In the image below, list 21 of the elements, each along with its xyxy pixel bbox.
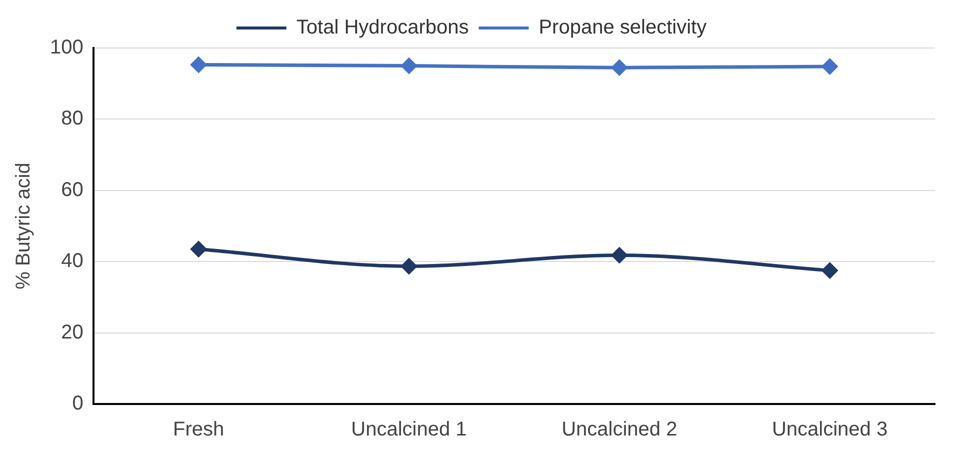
point [401,258,417,274]
point [190,56,206,72]
y-tick-label: 0 [72,392,84,415]
y-tick-label: 20 [61,321,84,344]
y-tick-label: 60 [61,178,84,201]
point [612,60,628,76]
y-axis-title: % Butyric acid [12,162,35,290]
point [401,58,417,74]
y-tick-label: 40 [61,250,84,272]
legend-label: Total Hydrocarbons [296,16,469,39]
x-tick-label: Uncalcined 1 [351,418,467,441]
x-tick-label: Fresh [173,418,224,441]
point [822,262,838,278]
y-tick-label: 100 [50,36,84,59]
point [190,241,206,257]
x-tick-label: Uncalcined 3 [772,418,888,441]
legend-label: Propane selectivity [538,16,707,39]
y-tick-label: 80 [61,108,84,130]
point [612,247,628,263]
point [822,58,838,74]
x-tick-label: Uncalcined 2 [562,418,678,441]
